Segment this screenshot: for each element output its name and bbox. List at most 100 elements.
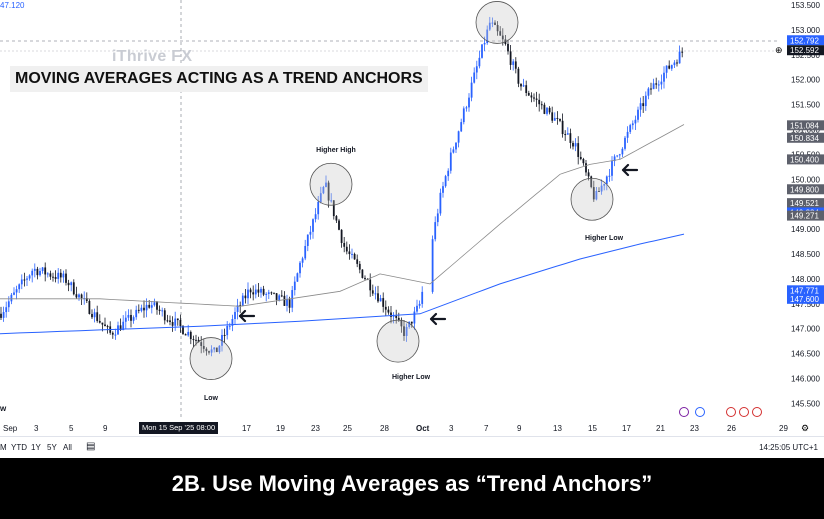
candle-body [275,293,278,300]
candle-body [262,288,265,295]
candle-body [665,65,668,73]
candle-body [265,293,268,295]
candle-body [413,311,416,324]
candle-body [36,268,39,276]
chart-title: MOVING AVERAGES ACTING AS A TREND ANCHOR… [10,66,428,92]
candle-body [527,92,530,96]
candle-body [405,327,408,336]
candle-body [486,29,489,44]
settings-icon[interactable]: ⚙ [801,423,810,433]
range-button-ytd[interactable]: YTD [11,443,27,452]
candle-body [561,120,564,135]
candle-body [215,347,218,353]
x-tick-label: 23 [311,424,320,433]
candle-body [148,304,151,308]
candle-body [132,317,135,321]
candle-body [436,213,439,223]
candle-body [522,85,525,87]
range-button-5y[interactable]: 5Y [47,443,57,452]
candle-body [143,307,145,311]
candle-body [663,72,665,82]
candle-body [270,292,273,294]
candle-body [158,309,161,311]
candle-body [397,317,400,320]
candle-body [533,97,535,99]
range-button-1y[interactable]: 1Y [31,443,41,452]
crosshair-date-label: Mon 15 Sep '25 08:00 [139,422,219,434]
candle-body [65,273,67,283]
candle-body [314,214,317,220]
calendar-icon[interactable]: ▤ [86,441,96,452]
candle-body [491,22,494,24]
swing-circle [309,162,353,206]
y-tick-label: 153.000 [791,26,820,35]
candle-body [98,320,101,323]
candle-body [195,339,197,341]
x-tick-label: Sep [3,424,18,433]
candle-body [153,302,156,306]
candle-body [613,156,616,162]
candle-body [384,306,387,310]
candle-body [267,292,270,294]
price-label: 150.834 [790,134,819,143]
candle-body [668,65,671,69]
candle-body [670,65,673,69]
candle-body [176,318,179,321]
candle-body [514,61,517,69]
candle-body [57,272,60,279]
candle-body [293,281,296,291]
candle-body [179,320,182,326]
watermark-logo: iThrive FX [112,48,193,65]
y-tick-label: 146.000 [791,375,820,384]
candle-body [449,152,452,171]
candle-body [496,24,499,32]
event-marker-icon [679,407,689,417]
candle-body [377,293,379,302]
candle-body [439,192,442,214]
candle-body [260,288,262,293]
candle-body [213,347,216,350]
anchor-arrow [429,312,447,326]
candle-body [392,315,395,317]
candle-body [345,246,348,252]
range-button-all[interactable]: All [63,443,72,452]
candle-body [395,315,398,318]
time-axis[interactable]: Sep35911151719232528Oct37913151721232629 [3,424,788,433]
candle-body [2,312,5,318]
candle-body [28,275,31,279]
candle-body [96,312,99,321]
candle-body [330,200,333,202]
candle-body [41,267,44,272]
candle-body [228,325,231,327]
candle-body [353,253,356,260]
candle-body [247,289,249,299]
candle-body [574,143,577,147]
price-label-box [787,132,824,143]
price-axis[interactable]: 153.500 153.000 152.500 152.000 151.500 151.0… [787,1,824,408]
swing-labels: Low Higher High Higher Low Higher Low [204,147,624,402]
plus-circle-icon[interactable]: ⊕ [775,45,783,55]
y-tick-label: 152.000 [791,76,820,85]
candle-body [286,299,288,306]
candle-body [39,271,41,276]
candle-body [202,345,205,349]
candle-body [174,318,177,326]
range-button-m[interactable]: M [0,443,7,452]
price-label: 151.084 [790,121,819,130]
candle-body [127,314,130,318]
candle-body [130,314,132,321]
candle-body [475,66,478,73]
swing-circle [376,319,420,363]
candle-body [676,62,678,64]
candle-body [468,97,470,108]
candle-body [512,61,515,65]
candle-body [317,201,320,215]
candle-body [525,85,528,93]
candle-body [124,317,127,322]
candle-body [369,279,372,291]
candle-body [348,251,351,255]
anchor-arrow [238,309,256,323]
x-tick-label: 19 [276,424,285,433]
x-tick-label: 13 [553,424,562,433]
timeframe-label: w [0,404,7,413]
